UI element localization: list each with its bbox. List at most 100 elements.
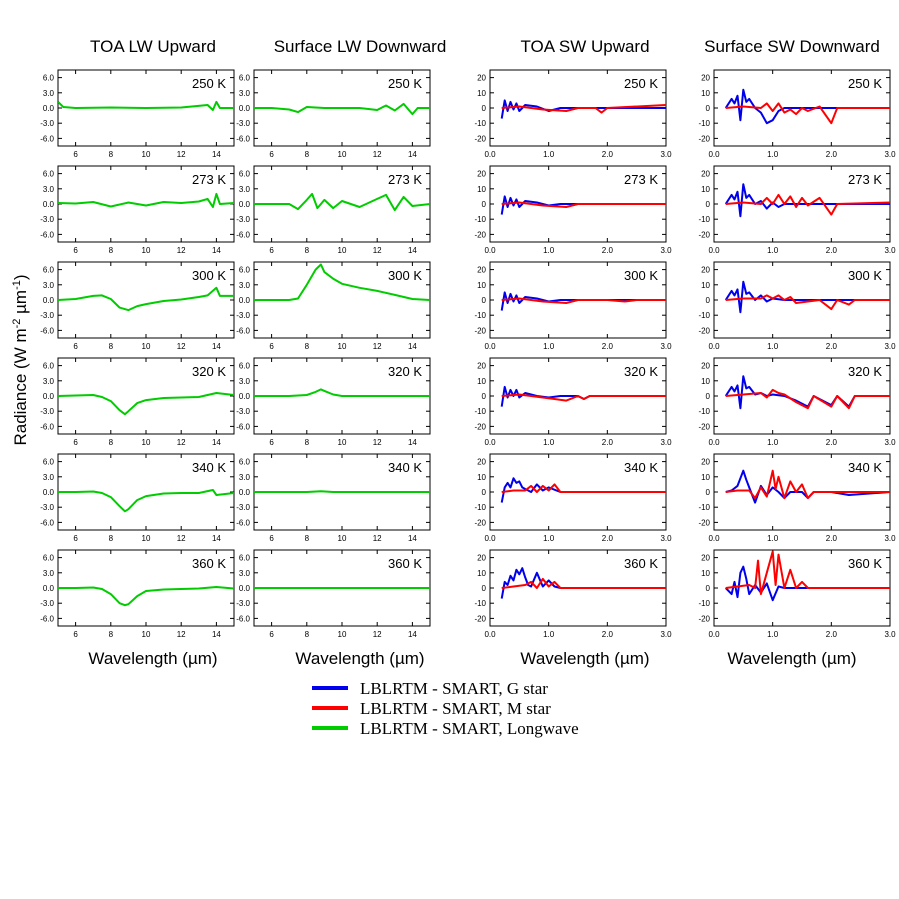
x-tick-label: 0.0 xyxy=(484,438,496,447)
y-tick-label: 0 xyxy=(706,392,711,401)
panel: 6.0 3.0 0.0 -3.0 -6.0 6 8 10 12 14 340 K xyxy=(40,453,235,543)
y-tick-label: -6.0 xyxy=(40,326,54,335)
y-tick-label: 6.0 xyxy=(239,74,251,83)
y-tick-label: -6.0 xyxy=(40,518,54,527)
x-tick-label: 3.0 xyxy=(884,150,896,159)
x-tick-label: 1.0 xyxy=(767,342,779,351)
y-tick-label: 0 xyxy=(706,488,711,497)
x-tick-label: 10 xyxy=(142,534,151,543)
x-tick-label: 14 xyxy=(212,246,221,255)
series-line-m-star xyxy=(501,483,666,493)
series-line-g-star xyxy=(724,280,890,314)
y-tick-label: 10 xyxy=(477,473,486,482)
temperature-label: 273 K xyxy=(388,172,422,187)
series-line-m-star xyxy=(501,577,666,589)
panel: 20 10 0 -10 -20 0.0 1.0 2.0 3.0 340 K xyxy=(474,453,672,543)
series-line-m-star xyxy=(501,201,666,208)
panel: 6.0 3.0 0.0 -3.0 -6.0 6 8 10 12 14 360 K xyxy=(40,549,235,639)
y-tick-label: 10 xyxy=(477,281,486,290)
y-tick-label: 3.0 xyxy=(239,281,251,290)
series-line-longwave xyxy=(58,489,234,513)
series-line-longwave xyxy=(58,286,234,312)
x-tick-label: 8 xyxy=(109,534,114,543)
y-tick-label: 3.0 xyxy=(239,89,251,98)
y-tick-label: 3.0 xyxy=(43,185,55,194)
y-tick-label: 0.0 xyxy=(239,584,251,593)
y-tick-label: 3.0 xyxy=(43,89,55,98)
y-tick-label: 3.0 xyxy=(239,377,251,386)
y-tick-label: -6.0 xyxy=(40,422,54,431)
series-line-longwave xyxy=(254,102,430,116)
x-axis-label: Wavelength (µm) xyxy=(295,649,424,668)
series-line-g-star xyxy=(724,565,890,602)
panel: 6.0 3.0 0.0 -3.0 -6.0 6 8 10 12 14 320 K xyxy=(236,357,431,447)
y-tick-label: -10 xyxy=(474,407,486,416)
legend-label: LBLRTM - SMART, M star xyxy=(360,699,551,718)
y-tick-label: -20 xyxy=(698,518,710,527)
x-tick-label: 14 xyxy=(408,150,417,159)
x-tick-label: 12 xyxy=(177,630,186,639)
y-tick-label: -10 xyxy=(698,503,710,512)
temperature-label: 320 K xyxy=(848,364,882,379)
series-line-g-star xyxy=(500,195,666,215)
y-tick-label: -6.0 xyxy=(236,614,250,623)
y-tick-label: 0 xyxy=(482,584,487,593)
panel: 20 10 0 -10 -20 0.0 1.0 2.0 3.0 360 K xyxy=(698,549,896,639)
x-tick-label: 12 xyxy=(373,630,382,639)
panel: 6.0 3.0 0.0 -3.0 -6.0 6 8 10 12 14 320 K xyxy=(40,357,235,447)
series-line-longwave xyxy=(254,263,430,301)
x-tick-label: 2.0 xyxy=(826,534,838,543)
x-tick-label: 6 xyxy=(73,534,78,543)
temperature-label: 250 K xyxy=(624,76,658,91)
x-tick-label: 2.0 xyxy=(602,630,614,639)
x-tick-label: 6 xyxy=(73,342,78,351)
panel: 20 10 0 -10 -20 0.0 1.0 2.0 3.0 340 K xyxy=(698,453,896,543)
y-tick-label: -6.0 xyxy=(236,134,250,143)
x-tick-label: 12 xyxy=(373,534,382,543)
y-tick-label: 3.0 xyxy=(43,569,55,578)
x-tick-label: 8 xyxy=(305,630,310,639)
x-tick-label: 3.0 xyxy=(884,342,896,351)
y-tick-label: 0 xyxy=(482,488,487,497)
y-tick-label: 10 xyxy=(701,185,710,194)
y-tick-label: 0.0 xyxy=(239,200,251,209)
x-tick-label: 2.0 xyxy=(826,342,838,351)
x-tick-label: 8 xyxy=(305,246,310,255)
temperature-label: 300 K xyxy=(388,268,422,283)
x-tick-label: 2.0 xyxy=(602,534,614,543)
y-tick-label: -3.0 xyxy=(236,311,250,320)
y-tick-label: 10 xyxy=(701,377,710,386)
y-tick-label: 0 xyxy=(706,296,711,305)
panel: 20 10 0 -10 -20 0.0 1.0 2.0 3.0 360 K xyxy=(474,549,672,639)
y-tick-label: -6.0 xyxy=(236,326,250,335)
y-tick-label: 0.0 xyxy=(43,104,55,113)
x-tick-label: 1.0 xyxy=(543,342,555,351)
panel: 6.0 3.0 0.0 -3.0 -6.0 6 8 10 12 14 273 K xyxy=(40,165,235,255)
y-tick-label: -10 xyxy=(474,503,486,512)
x-tick-label: 12 xyxy=(373,150,382,159)
y-tick-label: 0.0 xyxy=(239,104,251,113)
y-tick-label: -10 xyxy=(698,215,710,224)
y-tick-label: 20 xyxy=(701,170,710,179)
y-tick-label: -20 xyxy=(698,326,710,335)
x-axis-label: Wavelength (µm) xyxy=(727,649,856,668)
temperature-label: 360 K xyxy=(388,556,422,571)
y-label-exponent: -2 xyxy=(11,319,23,329)
x-tick-label: 10 xyxy=(338,150,347,159)
y-tick-label: -3.0 xyxy=(40,503,54,512)
y-label-part: Radiance (W m xyxy=(11,328,30,445)
temperature-label: 273 K xyxy=(848,172,882,187)
series-line-longwave xyxy=(58,586,234,607)
temperature-label: 273 K xyxy=(624,172,658,187)
y-tick-label: 6.0 xyxy=(43,458,55,467)
y-tick-label: 0.0 xyxy=(43,584,55,593)
temperature-label: 340 K xyxy=(192,460,226,475)
y-tick-label: 6.0 xyxy=(239,458,251,467)
y-tick-label: 20 xyxy=(701,362,710,371)
x-tick-label: 10 xyxy=(338,342,347,351)
x-tick-label: 14 xyxy=(212,342,221,351)
y-tick-label: -6.0 xyxy=(40,134,54,143)
temperature-label: 320 K xyxy=(192,364,226,379)
y-tick-label: 20 xyxy=(701,554,710,563)
x-tick-label: 0.0 xyxy=(484,534,496,543)
